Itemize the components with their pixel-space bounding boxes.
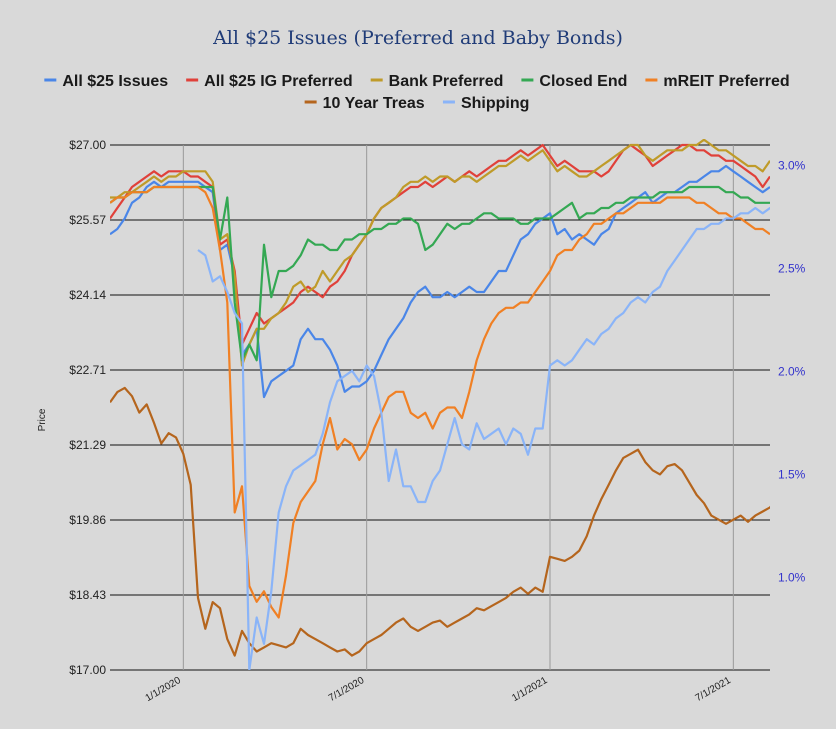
legend-label-mreit-preferred: mREIT Preferred: [663, 73, 789, 90]
legend-label-10-year-treas: 10 Year Treas: [323, 95, 425, 112]
legend-label-bank-preferred: Bank Preferred: [389, 73, 504, 90]
y-tick-label: $18.43: [69, 588, 106, 602]
y2-tick-label: 3.0%: [778, 159, 806, 173]
gridlines: [110, 144, 770, 671]
legend-label-all-25-issues: All $25 Issues: [62, 73, 168, 90]
y-tick-label: $21.29: [69, 438, 106, 452]
legend-label-all-25-ig-preferred: All $25 IG Preferred: [204, 73, 353, 90]
y-tick-label: $19.86: [69, 513, 106, 527]
legend: All $25 Issues All $25 IG Preferred Bank P…: [44, 73, 790, 112]
y-tick-label: $27.00: [69, 138, 106, 152]
series-line-mreit-preferred: [110, 185, 770, 619]
series-line-closed-end: [110, 185, 770, 362]
series-line-shipping: [197, 206, 770, 670]
legend-label-closed-end: Closed End: [539, 73, 627, 90]
y-tick-label: $25.57: [69, 213, 106, 227]
y2-tick-label: 1.0%: [778, 570, 806, 584]
legend-label-shipping: Shipping: [461, 95, 529, 112]
y-tick-label: $24.14: [69, 288, 106, 302]
y-axis-label: Price: [37, 408, 48, 431]
series-line-10-year-treas: [110, 386, 770, 657]
y2-tick-label: 2.0%: [778, 364, 806, 378]
chart-title: All $25 Issues (Preferred and Baby Bonds…: [212, 27, 623, 49]
y-tick-label: $17.00: [69, 663, 106, 677]
y2-tick-label: 1.5%: [778, 467, 806, 481]
series-lines: [110, 139, 770, 670]
y2-tick-label: 2.5%: [778, 262, 806, 276]
y-tick-label: $22.71: [69, 363, 106, 377]
